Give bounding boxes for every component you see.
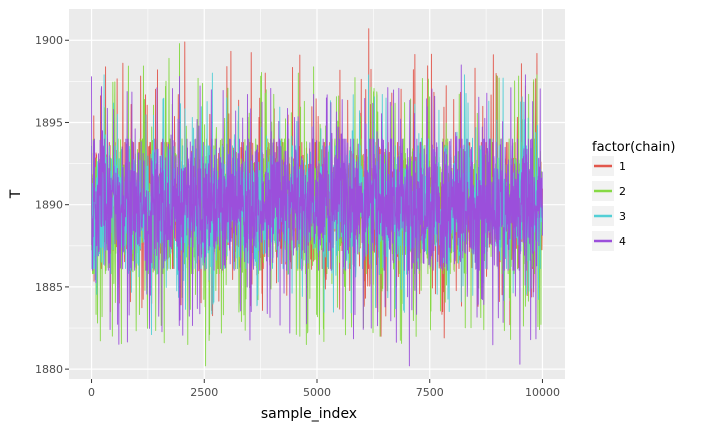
- y-tick-label: 1885: [35, 281, 63, 294]
- legend: factor(chain) 1 2 3 4: [592, 140, 675, 251]
- y-tick-label: 1890: [35, 199, 63, 212]
- x-axis-title: sample_index: [261, 406, 357, 422]
- legend-label-3: 3: [619, 210, 626, 223]
- x-axis: 0 2500 5000 7500 10000: [88, 379, 560, 399]
- x-tick-label: 2500: [190, 386, 218, 399]
- y-axis-title: T: [8, 189, 24, 199]
- x-tick-label: 10000: [525, 386, 560, 399]
- legend-title: factor(chain): [592, 140, 675, 155]
- y-tick-label: 1900: [35, 34, 63, 47]
- x-tick-label: 0: [88, 386, 95, 399]
- x-tick-label: 5000: [303, 386, 331, 399]
- legend-label-2: 2: [619, 185, 626, 198]
- trace-line-chain-4: [91, 64, 543, 367]
- legend-label-4: 4: [619, 235, 626, 248]
- y-tick-label: 1895: [35, 116, 63, 129]
- y-axis: 1880 1885 1890 1895 1900: [35, 34, 69, 376]
- y-tick-label: 1880: [35, 363, 63, 376]
- x-tick-label: 7500: [416, 386, 444, 399]
- plot-area: [91, 28, 543, 367]
- legend-label-1: 1: [619, 160, 626, 173]
